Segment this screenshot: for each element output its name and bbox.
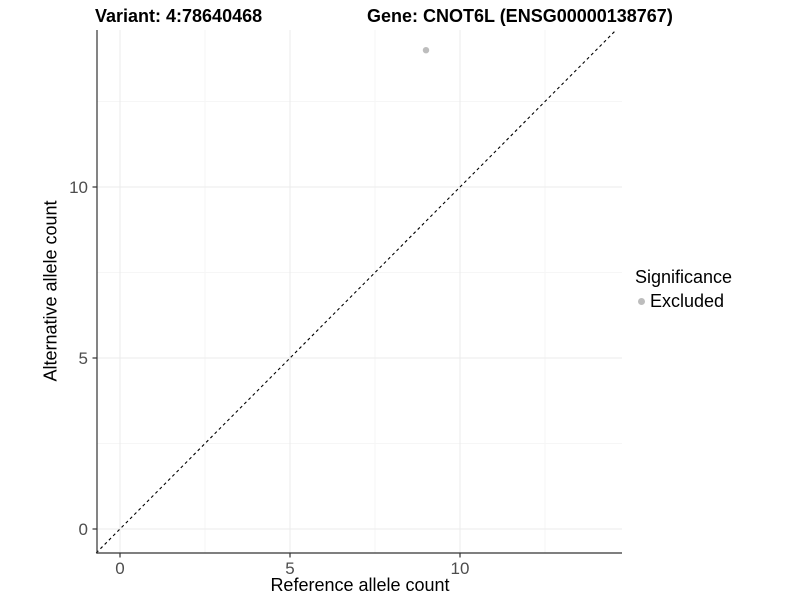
data-point <box>422 47 430 54</box>
y-tick-label: 10 <box>69 178 88 197</box>
x-tick-label: 10 <box>451 559 470 578</box>
x-tick-label: 0 <box>115 559 124 578</box>
variant-title: Variant: 4:78640468 <box>95 6 263 26</box>
legend-item-label: Excluded <box>650 291 725 311</box>
legend-title: Significance <box>635 267 733 287</box>
x-axis-title: Reference allele count <box>270 575 450 595</box>
identity-line <box>95 29 617 554</box>
legend: Significance Excluded <box>635 267 732 312</box>
x-tick-label: 5 <box>285 559 294 578</box>
y-tick-label: 0 <box>79 520 88 539</box>
legend-point-icon <box>638 298 645 305</box>
y-tick-label: 5 <box>79 349 88 368</box>
gene-title: Gene: CNOT6L (ENSG00000138767) <box>367 6 673 26</box>
y-axis-title: Alternative allele count <box>40 200 61 382</box>
legend-item-excluded: Excluded <box>635 291 732 312</box>
